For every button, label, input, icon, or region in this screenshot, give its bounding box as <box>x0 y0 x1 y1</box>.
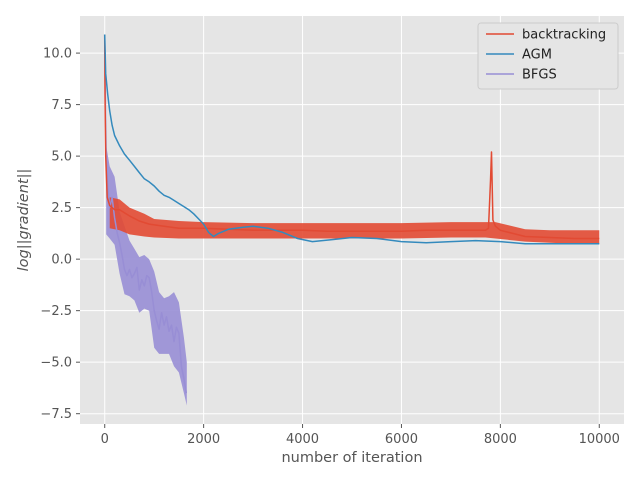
x-tick-label: 6000 <box>385 432 418 447</box>
x-tick-label: 0 <box>101 432 109 447</box>
y-tick-label: 0.0 <box>51 253 72 268</box>
x-axis-label: number of iteration <box>281 450 422 466</box>
x-tick-label: 2000 <box>187 432 220 447</box>
y-tick-label: 5.0 <box>51 150 72 165</box>
y-axis-label: log||gradient|| <box>16 169 32 272</box>
x-tick-label: 4000 <box>286 432 319 447</box>
legend-label-bfgs: BFGS <box>522 68 557 83</box>
series-line-backtracking <box>103 34 600 240</box>
band-backtracking <box>109 197 600 244</box>
x-tick-label: 8000 <box>484 432 517 447</box>
y-tick-label: 7.5 <box>51 98 72 113</box>
x-tick-label: 10000 <box>579 432 620 447</box>
legend-box <box>477 22 619 90</box>
series-line-agm <box>103 34 600 245</box>
y-tick-label: −7.5 <box>40 407 72 422</box>
series-lines <box>103 34 600 394</box>
y-tick-label: 10.0 <box>43 47 72 62</box>
legend-label-backtracking: backtracking <box>522 28 606 43</box>
y-tick-label: −5.0 <box>40 356 72 371</box>
legend-label-agm: AGM <box>522 48 552 63</box>
y-tick-label: 2.5 <box>51 201 72 216</box>
legend: backtracking AGM BFGS <box>477 22 619 90</box>
y-tick-label: −2.5 <box>40 304 72 319</box>
axis-ticks: 0 2000 4000 6000 8000 10000 −7.5 −5.0 −2.5 0.0 2.5… <box>40 47 620 447</box>
series-line-bfgs <box>103 34 188 394</box>
